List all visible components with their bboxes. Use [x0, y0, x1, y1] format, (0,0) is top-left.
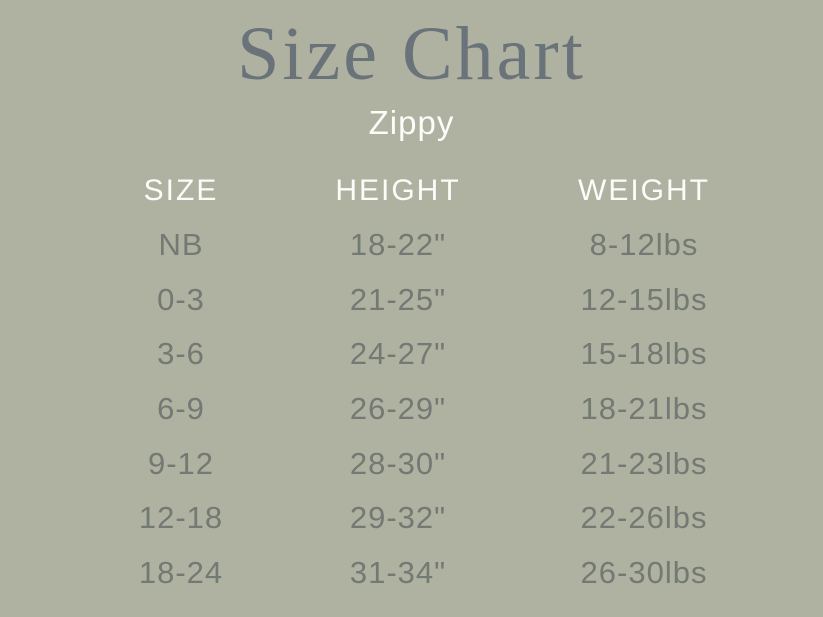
size-table: SIZE NB 0-3 3-6 6-9 9-12 12-18 18-24 HEI… [0, 163, 823, 617]
table-cell: 24-27" [349, 336, 447, 372]
table-cell: 21-25" [349, 281, 447, 317]
table-cell: 18-22" [349, 227, 447, 263]
size-column: SIZE NB 0-3 3-6 6-9 9-12 12-18 18-24 [51, 163, 311, 600]
table-cell: 18-21lbs [580, 391, 708, 427]
weight-column: WEIGHT 8-12lbs 12-15lbs 15-18lbs 18-21lb… [514, 163, 774, 600]
table-cell: 0-3 [157, 281, 205, 317]
table-cell: 22-26lbs [580, 500, 708, 536]
column-header-weight: WEIGHT [578, 173, 710, 207]
page-title: Size Chart [237, 12, 586, 96]
table-cell: 15-18lbs [580, 336, 708, 372]
table-cell: NB [158, 227, 204, 263]
table-cell: 12-15lbs [580, 281, 708, 317]
table-cell: 18-24 [138, 554, 224, 590]
table-cell: 12-18 [138, 500, 224, 536]
table-cell: 8-12lbs [589, 227, 699, 263]
table-cell: 28-30" [349, 445, 447, 481]
column-header-size: SIZE [143, 173, 219, 207]
table-cell: 31-34" [349, 554, 447, 590]
table-cell: 29-32" [349, 500, 447, 536]
column-header-height: HEIGHT [335, 173, 461, 207]
table-cell: 6-9 [157, 391, 205, 427]
table-cell: 9-12 [147, 445, 215, 481]
table-cell: 26-30lbs [580, 554, 708, 590]
height-column: HEIGHT 18-22" 21-25" 24-27" 26-29" 28-30… [268, 163, 528, 600]
table-cell: 21-23lbs [580, 445, 708, 481]
table-cell: 26-29" [349, 391, 447, 427]
product-subtitle: Zippy [368, 104, 455, 141]
table-cell: 3-6 [157, 336, 205, 372]
